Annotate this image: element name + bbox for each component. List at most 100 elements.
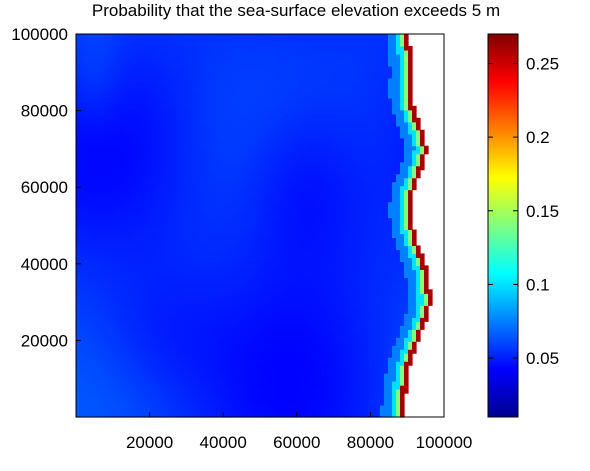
heatmap-cell xyxy=(384,305,389,310)
heatmap-cell xyxy=(88,193,93,199)
heatmap-cell xyxy=(280,209,285,215)
heatmap-cell xyxy=(208,405,213,410)
heatmap-cell xyxy=(84,289,89,294)
heatmap-cell xyxy=(344,309,349,314)
heatmap-cell xyxy=(336,249,341,255)
heatmap-cell xyxy=(80,269,85,274)
heatmap-cell xyxy=(156,257,161,263)
heatmap-cell xyxy=(348,317,353,322)
heatmap-cell xyxy=(228,317,233,322)
heatmap-cell xyxy=(348,237,353,243)
heatmap-cell xyxy=(132,377,137,382)
heatmap-cell xyxy=(80,281,85,286)
heatmap-cell xyxy=(344,385,349,390)
heatmap-cell xyxy=(284,229,289,235)
heatmap-cell xyxy=(344,193,349,199)
heatmap-cell xyxy=(76,325,81,330)
heatmap-cell xyxy=(140,281,145,286)
heatmap-cell xyxy=(204,277,209,282)
heatmap-cell xyxy=(140,205,145,211)
heatmap-cell xyxy=(180,385,185,390)
heatmap-cell xyxy=(308,405,313,410)
heatmap-cell xyxy=(388,329,393,334)
heatmap-cell xyxy=(364,221,369,227)
heatmap-cell xyxy=(360,317,365,322)
heatmap-cell xyxy=(372,325,377,330)
heatmap-cell xyxy=(384,309,389,314)
heatmap-cell xyxy=(260,285,265,290)
heatmap-cell xyxy=(92,209,97,215)
heatmap-cell xyxy=(108,297,113,302)
heatmap-cell xyxy=(404,321,409,326)
heatmap-cell xyxy=(332,237,337,243)
heatmap-cell xyxy=(196,337,201,342)
heatmap-cell xyxy=(276,385,281,390)
heatmap-cell xyxy=(240,409,245,414)
heatmap-cell xyxy=(112,377,117,382)
heatmap-cell xyxy=(84,305,89,310)
heatmap-cell xyxy=(212,373,217,378)
heatmap-cell xyxy=(168,409,173,414)
heatmap-cell xyxy=(208,313,213,318)
heatmap-cell xyxy=(412,241,417,247)
heatmap-cell xyxy=(388,257,393,263)
heatmap-cell xyxy=(416,289,421,294)
heatmap-cell xyxy=(232,253,237,259)
heatmap-cell xyxy=(92,345,97,350)
heatmap-cell xyxy=(216,201,221,207)
heatmap-cell xyxy=(164,233,169,239)
heatmap-cell xyxy=(188,301,193,306)
heatmap-cell xyxy=(212,209,217,215)
heatmap-cell xyxy=(344,185,349,191)
heatmap-cell xyxy=(248,253,253,259)
heatmap-cell xyxy=(156,241,161,247)
heatmap-cell xyxy=(124,309,129,314)
heatmap-cell xyxy=(84,185,89,191)
heatmap-cell xyxy=(380,277,385,282)
heatmap-cell xyxy=(244,245,249,251)
heatmap-cell xyxy=(244,409,249,414)
heatmap-cell xyxy=(144,241,149,247)
heatmap-cell xyxy=(236,285,241,290)
heatmap-cell xyxy=(212,369,217,374)
heatmap-cell xyxy=(116,317,121,322)
heatmap-cell xyxy=(308,269,313,274)
heatmap-cell xyxy=(208,225,213,231)
heatmap-cell xyxy=(276,397,281,402)
heatmap-cell xyxy=(356,293,361,298)
heatmap-cell xyxy=(184,313,189,318)
heatmap-cell xyxy=(244,277,249,282)
heatmap-cell xyxy=(240,401,245,406)
heatmap-cell xyxy=(184,413,189,418)
heatmap-cell xyxy=(360,229,365,235)
heatmap-cell xyxy=(276,321,281,326)
heatmap-cell xyxy=(268,293,273,298)
heatmap-cell xyxy=(240,317,245,322)
heatmap-cell xyxy=(256,201,261,207)
heatmap-cell xyxy=(336,289,341,294)
heatmap-cell xyxy=(304,289,309,294)
heatmap-cell xyxy=(128,377,133,382)
heatmap-cell xyxy=(360,233,365,239)
heatmap-cell xyxy=(140,393,145,398)
heatmap-cell xyxy=(80,413,85,418)
heatmap-cell xyxy=(184,201,189,207)
heatmap-cell xyxy=(284,265,289,270)
heatmap-cell xyxy=(96,357,101,362)
heatmap-cell xyxy=(392,293,397,298)
heatmap-cell xyxy=(152,225,157,231)
heatmap-cell xyxy=(220,369,225,374)
heatmap-cell xyxy=(364,329,369,334)
heatmap-cell xyxy=(300,357,305,362)
heatmap-cell xyxy=(380,297,385,302)
heatmap-cell xyxy=(172,221,177,227)
heatmap-cell xyxy=(180,341,185,346)
heatmap-cell xyxy=(364,337,369,342)
heatmap-cell xyxy=(284,193,289,199)
heatmap-cell xyxy=(204,221,209,227)
heatmap-cell xyxy=(392,345,397,350)
heatmap-cell xyxy=(308,357,313,362)
heatmap-cell xyxy=(392,265,397,270)
heatmap-cell xyxy=(112,245,117,251)
heatmap-cell xyxy=(112,297,117,302)
